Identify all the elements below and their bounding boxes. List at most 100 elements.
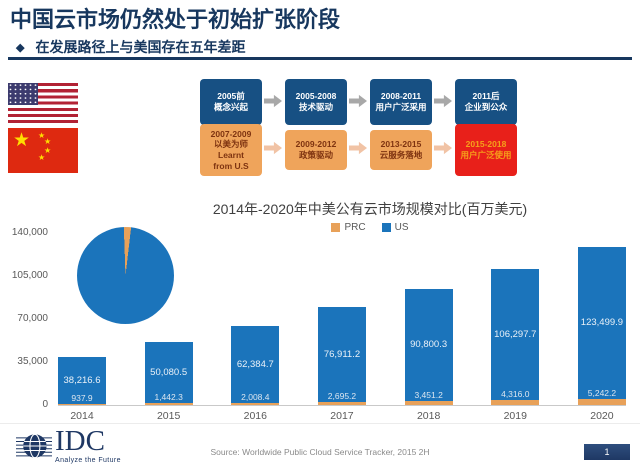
us-value-label: 62,384.7 bbox=[236, 358, 274, 370]
us-value-label: 76,911.2 bbox=[323, 348, 361, 360]
prc-bar bbox=[144, 403, 193, 405]
right-arrow-icon bbox=[264, 94, 282, 108]
y-axis-tick-label: 105,000 bbox=[11, 270, 48, 281]
prc-bar bbox=[231, 402, 280, 405]
x-axis-label: 2019 bbox=[503, 410, 527, 422]
stage-period: 2011后 bbox=[472, 91, 500, 102]
diamond-bullet-icon: ◆ bbox=[16, 41, 25, 54]
bar-group-2018: 90,800.3 3,451.2 2018 bbox=[404, 233, 453, 422]
timeline-cn-stage-2: 2009-2012 政策驱动 bbox=[285, 130, 347, 170]
bar-group-2014: 38,216.6 937.9 2014 bbox=[58, 233, 106, 422]
page-title: 中国云市场仍然处于初始扩张阶段 bbox=[10, 7, 341, 32]
china-flag-star-icon: ★ bbox=[44, 146, 52, 155]
stage-label: 技术驱动 bbox=[298, 102, 333, 112]
us-bar: 76,911.2 2,695.2 bbox=[317, 307, 366, 402]
legend-swatch-icon bbox=[381, 223, 391, 232]
right-arrow-icon bbox=[349, 94, 367, 108]
chart-legend: PRC US bbox=[110, 222, 630, 233]
bar-group-2019: 106,297.7 4,316.0 2019 bbox=[491, 233, 540, 422]
us-value-label: 50,080.5 bbox=[150, 366, 188, 378]
prc-value-label: 4,316.0 bbox=[501, 388, 530, 399]
stage-period: 2008-2011 bbox=[380, 91, 422, 102]
footer-divider bbox=[0, 423, 640, 424]
x-axis-label: 2014 bbox=[70, 410, 94, 422]
bar-group-2020: 123,499.9 5,242.2 2020 bbox=[577, 233, 626, 422]
timeline-cn-stage-3: 2013-2015 云服务落地 bbox=[370, 130, 432, 170]
page-number-badge: 1 bbox=[584, 444, 630, 460]
x-axis-label: 2020 bbox=[590, 410, 614, 422]
legend-item-PRC: PRC bbox=[331, 222, 366, 233]
timeline-cn-stage-4-highlight: 2015-2018 用户广泛使用 bbox=[455, 124, 517, 176]
china-flag-star-icon: ★ bbox=[13, 130, 31, 151]
us-bar: 106,297.7 4,316.0 bbox=[491, 269, 540, 400]
prc-bar bbox=[404, 400, 453, 405]
prc-bar bbox=[58, 403, 106, 405]
china-flag-star-icon: ★ bbox=[38, 153, 46, 162]
us-value-label: 90,800.3 bbox=[410, 339, 448, 351]
idc-logo-tagline: Analyze the Future bbox=[55, 456, 121, 464]
timeline-cn-stage-1: 2007-2009 以美为师 Learnt from U.S bbox=[200, 124, 262, 176]
stage-period: 2005-2008 bbox=[295, 91, 337, 102]
prc-bar bbox=[491, 399, 540, 405]
china-flag-star-icon: ★ bbox=[38, 131, 46, 140]
y-axis-tick-label: 35,000 bbox=[17, 356, 48, 367]
us-bar: 38,216.6 937.9 bbox=[58, 356, 106, 404]
china-flag-star-icon: ★ bbox=[44, 137, 52, 146]
us-bar: 90,800.3 3,451.2 bbox=[404, 289, 453, 401]
us-bar: 50,080.5 1,442.3 bbox=[144, 341, 193, 404]
idc-globe-icon bbox=[16, 433, 52, 459]
x-axis-label: 2016 bbox=[243, 410, 267, 422]
stage-label: 用户广泛使用 bbox=[460, 150, 512, 160]
subtitle-row: ◆ 在发展路径上与美国存在五年差距 bbox=[16, 37, 245, 57]
us-bar: 62,384.7 2,008.4 bbox=[231, 325, 280, 403]
subtitle: 在发展路径上与美国存在五年差距 bbox=[35, 39, 246, 55]
prc-value-label: 2,008.4 bbox=[241, 391, 270, 402]
timeline-us-stage-4: 2011后 企业到公众 bbox=[455, 79, 517, 125]
right-arrow-icon bbox=[434, 94, 452, 108]
right-arrow-icon bbox=[349, 141, 367, 155]
stage-period: 2009-2012 bbox=[295, 139, 337, 150]
stage-label: 云服务落地 bbox=[379, 150, 423, 160]
timeline-us-stage-1: 2005前 概念兴起 bbox=[200, 79, 262, 125]
bar-group-2017: 76,911.2 2,695.2 2017 bbox=[317, 233, 366, 422]
x-axis-label: 2017 bbox=[330, 410, 354, 422]
timeline-us-stage-3: 2008-2011 用户广泛采用 bbox=[370, 79, 432, 125]
legend-swatch-icon bbox=[331, 223, 341, 232]
x-axis-label: 2015 bbox=[156, 410, 181, 422]
us-bar: 123,499.9 5,242.2 bbox=[577, 246, 626, 399]
stage-period: 2013-2015 bbox=[380, 139, 422, 150]
right-arrow-icon bbox=[434, 141, 452, 155]
prc-value-label: 5,242.2 bbox=[587, 387, 617, 398]
prc-value-label: 1,442.3 bbox=[154, 392, 183, 403]
right-arrow-icon bbox=[264, 141, 282, 155]
idc-logo: IDC Analyze the Future bbox=[16, 425, 121, 464]
stage-label: 概念兴起 bbox=[213, 102, 248, 112]
timeline-us-stage-2: 2005-2008 技术驱动 bbox=[285, 79, 347, 125]
stage-label: 以美为师 Learnt from U.S bbox=[213, 139, 249, 171]
y-axis-tick-label: 70,000 bbox=[17, 313, 48, 324]
us-value-label: 123,499.9 bbox=[580, 317, 624, 329]
prc-value-label: 2,695.2 bbox=[327, 390, 357, 401]
us-flag-canton bbox=[8, 83, 38, 105]
us-flag-icon bbox=[8, 83, 78, 123]
chart-plot: 38,216.6 937.9 2014 50,080.5 1,442.3 2015 62,3… bbox=[58, 233, 626, 422]
bar-group-2016: 62,384.7 2,008.4 2016 bbox=[231, 233, 280, 422]
stage-label: 企业到公众 bbox=[464, 102, 508, 112]
stage-period: 2015-2018 bbox=[465, 139, 507, 150]
us-value-label: 38,216.6 bbox=[63, 374, 101, 386]
prc-bar bbox=[317, 401, 366, 405]
idc-logo-text: IDC bbox=[55, 425, 105, 457]
prc-value-label: 3,451.2 bbox=[414, 389, 443, 400]
stage-period: 2007-2009 bbox=[210, 128, 252, 139]
stage-label: 政策驱动 bbox=[298, 150, 333, 160]
header-divider bbox=[8, 57, 632, 60]
stage-period: 2005前 bbox=[217, 91, 245, 102]
us-value-label: 106,297.7 bbox=[494, 328, 537, 340]
source-note: Source: Worldwide Public Cloud Service T… bbox=[210, 447, 430, 457]
x-axis-label: 2018 bbox=[416, 410, 441, 422]
chart-title: 2014年-2020年中美公有云市场规模对比(百万美元) bbox=[212, 201, 528, 217]
prc-value-label: 937.9 bbox=[71, 392, 93, 403]
y-axis-tick-label: 140,000 bbox=[11, 227, 48, 238]
china-flag-icon: ★ ★ ★ ★ ★ bbox=[8, 128, 78, 173]
